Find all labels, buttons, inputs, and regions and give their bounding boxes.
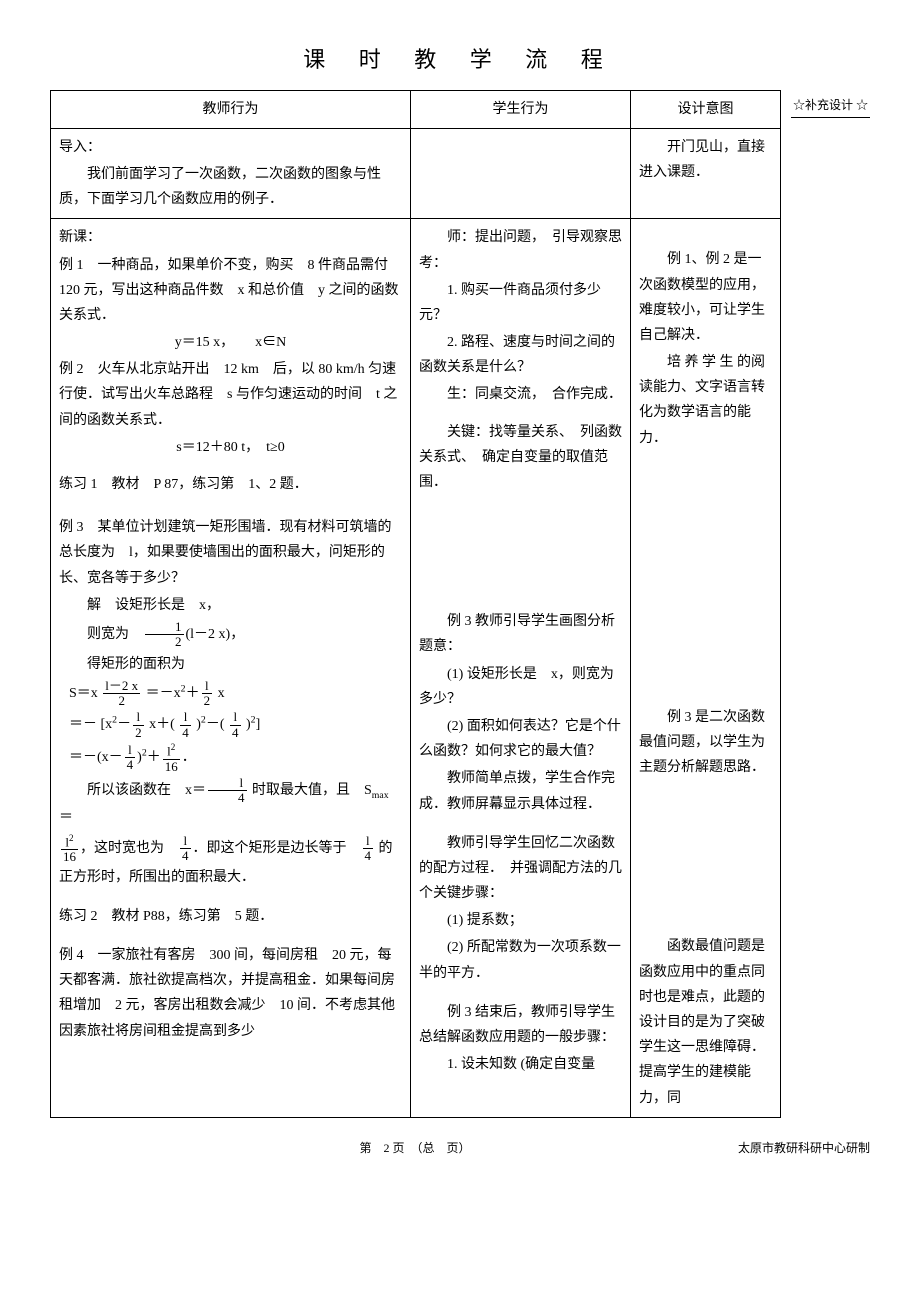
intro-student xyxy=(411,128,631,219)
s-l10: 教师引导学生回忆二次函数的配方过程． 并强调配方法的几个关键步骤： xyxy=(419,831,622,907)
intro-intent-text: 开门见山，直接进入课题． xyxy=(639,135,772,185)
solution-start: 解 设矩形长是 x， xyxy=(59,593,402,618)
supplement-note: ☆补充设计 ☆ xyxy=(791,95,870,118)
s-l11: (1) 提系数； xyxy=(419,908,622,933)
page-number: 第 2 页 （总 页） xyxy=(50,1138,780,1160)
width-prefix: 则宽为 xyxy=(87,627,143,642)
example3: 例 3 某单位计划建筑一矩形围墙．现有材料可筑墙的总长度为 l，如果要使墙围出的… xyxy=(59,515,402,591)
new-lesson-label: 新课： xyxy=(59,225,402,250)
intro-text: 我们前面学习了一次函数，二次函数的图象与性质，下面学习几个函数应用的例子． xyxy=(59,162,402,212)
intro-row: 导入： 我们前面学习了一次函数，二次函数的图象与性质，下面学习几个函数应用的例子… xyxy=(51,128,781,219)
practice1: 练习 1 教材 P 87，练习第 1、2 题． xyxy=(59,472,402,497)
i-l4: 函数最值问题是函数应用中的重点同时也是难点，此题的设计目的是为了突破学生这一思维… xyxy=(639,934,772,1110)
example1: 例 1 一种商品，如果单价不变，购买 8 件商品需付 120 元，写出这种商品件… xyxy=(59,253,402,329)
practice2: 练习 2 教材 P88，练习第 5 题． xyxy=(59,904,402,929)
s-l13: 例 3 结束后，教师引导学生总结解函数应用题的一般步骤： xyxy=(419,1000,622,1050)
eq2: s＝12＋80 t， t≥0 xyxy=(59,435,402,460)
body-teacher: 新课： 例 1 一种商品，如果单价不变，购买 8 件商品需付 120 元，写出这… xyxy=(51,219,411,1117)
eq3: S＝x l－2 x2 ＝－x2＋l2 x xyxy=(59,679,402,709)
width-suffix: (l－2 x)， xyxy=(186,627,245,642)
eq1: y＝15 x， x∈N xyxy=(59,330,402,355)
area-label: 得矩形的面积为 xyxy=(59,652,402,677)
s-l7: (1) 设矩形长是 x，则宽为多少？ xyxy=(419,662,622,712)
header-intent: 设计意图 xyxy=(631,90,781,128)
header-student: 学生行为 xyxy=(411,90,631,128)
body-row: 新课： 例 1 一种商品，如果单价不变，购买 8 件商品需付 120 元，写出这… xyxy=(51,219,781,1117)
max-line2: l216，这时宽也为 l4．即这个矩形是边长等于 l4 的正方形时，所围出的面积… xyxy=(59,833,402,890)
footer: 第 2 页 （总 页） 太原市教研科研中心研制 xyxy=(50,1138,780,1160)
i-l2: 培 养 学 生 的阅读能力、文字语言转化为数学语言的能力． xyxy=(639,350,772,451)
s-l2: 1. 购买一件商品须付多少元？ xyxy=(419,278,622,328)
example2: 例 2 火车从北京站开出 12 km 后，以 80 km/h 匀速行使．试写出火… xyxy=(59,357,402,433)
s-l5: 关键：找等量关系、 列函数关系式、 确定自变量的取值范围． xyxy=(419,420,622,496)
eq5: ＝－(x－l4)2＋l216． xyxy=(59,742,402,774)
lesson-flow-table: 教师行为 学生行为 设计意图 导入： 我们前面学习了一次函数，二次函数的图象与性… xyxy=(50,90,781,1118)
header-row: 教师行为 学生行为 设计意图 xyxy=(51,90,781,128)
s-l1: 师：提出问题， 引导观察思考： xyxy=(419,225,622,275)
header-teacher: 教师行为 xyxy=(51,90,411,128)
i-l1: 例 1、例 2 是一次函数模型的应用，难度较小，可让学生自己解决． xyxy=(639,247,772,348)
s-l6: 例 3 教师引导学生画图分析题意： xyxy=(419,609,622,659)
s-l14: 1. 设未知数 (确定自变量 xyxy=(419,1052,622,1077)
example4: 例 4 一家旅社有客房 300 间，每间房租 20 元，每天都客满．旅社欲提高档… xyxy=(59,943,402,1044)
body-intent: 例 1、例 2 是一次函数模型的应用，难度较小，可让学生自己解决． 培 养 学 … xyxy=(631,219,781,1117)
width-line: 则宽为 12(l－2 x)， xyxy=(59,620,402,650)
s-l12: (2) 所配常数为一次项系数一半的平方． xyxy=(419,935,622,985)
s-l4: 生：同桌交流， 合作完成． xyxy=(419,382,622,407)
max-line: 所以该函数在 x＝l4 时取最大值，且 Smax＝ xyxy=(59,776,402,831)
intro-teacher: 导入： 我们前面学习了一次函数，二次函数的图象与性质，下面学习几个函数应用的例子… xyxy=(51,128,411,219)
footer-org: 太原市教研科研中心研制 xyxy=(738,1138,870,1160)
frac-half: 12 xyxy=(145,620,184,650)
s-l9: 教师简单点拨，学生合作完成．教师屏幕显示具体过程． xyxy=(419,766,622,816)
page-title: 课 时 教 学 流 程 xyxy=(50,40,870,80)
intro-intent: 开门见山，直接进入课题． xyxy=(631,128,781,219)
eq4: ＝－ [x2－l2 x＋( l4 )2－( l4 )2] xyxy=(59,710,402,740)
s-l3: 2. 路程、速度与时间之间的函数关系是什么？ xyxy=(419,330,622,380)
intro-label: 导入： xyxy=(59,135,402,160)
i-l3: 例 3 是二次函数最值问题，以学生为主题分析解题思路． xyxy=(639,705,772,781)
body-student: 师：提出问题， 引导观察思考： 1. 购买一件商品须付多少元？ 2. 路程、速度… xyxy=(411,219,631,1117)
s-l8: (2) 面积如何表达？它是个什么函数？如何求它的最大值？ xyxy=(419,714,622,764)
